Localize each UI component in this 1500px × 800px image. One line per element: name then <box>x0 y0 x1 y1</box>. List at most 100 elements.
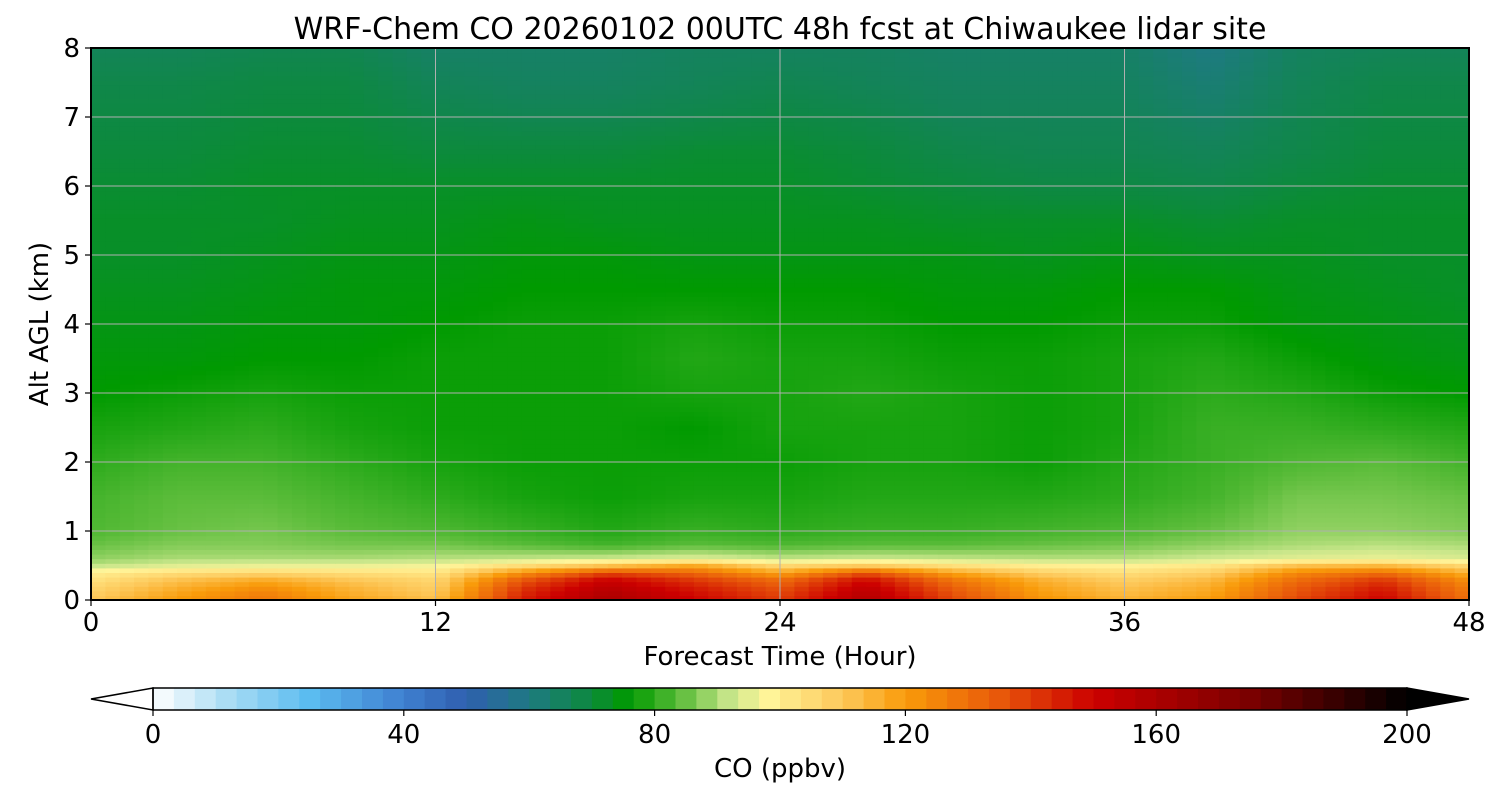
heatmap-cell <box>1397 554 1413 560</box>
heatmap-cell <box>1339 448 1355 454</box>
heatmap-cell <box>1296 577 1312 583</box>
heatmap-cell <box>894 457 910 463</box>
heatmap-cell <box>234 360 250 366</box>
heatmap-cell <box>650 567 666 573</box>
heatmap-cell <box>492 406 508 412</box>
heatmap-cell <box>1167 475 1183 481</box>
heatmap-cell <box>478 480 494 486</box>
heatmap-cell <box>794 452 810 458</box>
heatmap-cell <box>177 572 193 578</box>
heatmap-cell <box>1153 526 1169 532</box>
heatmap-cell <box>148 540 164 546</box>
heatmap-cell <box>1110 517 1126 523</box>
heatmap-cell <box>177 540 193 546</box>
heatmap-cell <box>980 393 996 399</box>
heatmap-cell <box>105 429 121 435</box>
heatmap-cell <box>550 581 566 587</box>
heatmap-cell <box>134 577 150 583</box>
heatmap-cell <box>507 558 523 564</box>
heatmap-cell <box>1239 370 1255 376</box>
heatmap-cell <box>1454 452 1470 458</box>
heatmap-cell <box>851 485 867 491</box>
heatmap-cell <box>134 448 150 454</box>
heatmap-cell <box>1296 388 1312 394</box>
heatmap-cell <box>808 411 824 417</box>
heatmap-cell <box>607 508 623 514</box>
heatmap-cell <box>1210 448 1226 454</box>
heatmap-cell <box>1167 586 1183 592</box>
heatmap-cell <box>1440 563 1456 569</box>
heatmap-cell <box>736 544 752 550</box>
heatmap-cell <box>1024 411 1039 417</box>
heatmap-cell <box>679 379 695 385</box>
heatmap-cell <box>277 406 293 412</box>
heatmap-cell <box>378 563 394 569</box>
heatmap-cell <box>995 365 1011 371</box>
heatmap-cell <box>363 452 379 458</box>
heatmap-cell <box>492 577 508 583</box>
heatmap-cell <box>1440 489 1456 495</box>
heatmap-cell <box>851 393 867 399</box>
heatmap-cell <box>1382 526 1398 532</box>
heatmap-cell <box>1425 370 1441 376</box>
heatmap-cell <box>1038 448 1054 454</box>
heatmap-cell <box>1397 360 1413 366</box>
heatmap-cell <box>1038 383 1054 389</box>
heatmap-cell <box>1268 558 1283 564</box>
heatmap-cell <box>636 517 652 523</box>
heatmap-cell <box>320 526 336 532</box>
heatmap-cell <box>1425 448 1441 454</box>
heatmap-cell <box>306 416 322 422</box>
heatmap-cell <box>909 429 925 435</box>
heatmap-cell <box>1282 471 1298 477</box>
heatmap-cell <box>1210 590 1226 596</box>
heatmap-cell <box>1354 521 1370 527</box>
heatmap-cell <box>492 512 508 518</box>
heatmap-cell <box>995 466 1011 472</box>
heatmap-cell <box>794 379 810 385</box>
heatmap-cell <box>248 498 264 504</box>
heatmap-cell <box>952 434 968 440</box>
heatmap-cell <box>291 558 307 564</box>
heatmap-cell <box>478 471 494 477</box>
heatmap-cell <box>751 443 767 449</box>
heatmap-cell <box>1239 508 1255 514</box>
heatmap-cell <box>1339 526 1355 532</box>
heatmap-cell <box>894 503 910 509</box>
heatmap-cell <box>492 397 508 403</box>
heatmap-cell <box>507 365 523 371</box>
heatmap-cell <box>1311 544 1327 550</box>
heatmap-cell <box>923 406 939 412</box>
heatmap-cell <box>263 517 279 523</box>
heatmap-cell <box>263 397 279 403</box>
heatmap-cell <box>851 567 867 573</box>
heatmap-cell <box>320 443 336 449</box>
heatmap-cell <box>794 416 810 422</box>
heatmap-cell <box>291 434 307 440</box>
heatmap-cell <box>1196 563 1212 569</box>
heatmap-cell <box>521 406 537 412</box>
heatmap-cell <box>1167 439 1183 445</box>
heatmap-cell <box>1052 420 1068 426</box>
heatmap-cell <box>708 475 724 481</box>
heatmap-cell <box>607 365 623 371</box>
heatmap-cell <box>1411 590 1427 596</box>
heatmap-cell <box>134 457 150 463</box>
heatmap-cell <box>751 360 767 366</box>
heatmap-cell <box>191 439 207 445</box>
heatmap-cell <box>1253 554 1269 560</box>
heatmap-cell <box>636 572 652 578</box>
heatmap-cell <box>1425 393 1441 399</box>
heatmap-cell <box>722 586 738 592</box>
heatmap-cell <box>162 558 178 564</box>
heatmap-cell <box>1167 434 1183 440</box>
heatmap-cell <box>335 485 350 491</box>
heatmap-cell <box>521 526 537 532</box>
heatmap-cell <box>449 540 465 546</box>
heatmap-cell <box>866 374 882 380</box>
heatmap-cell <box>1196 554 1212 560</box>
heatmap-cell <box>665 544 681 550</box>
heatmap-cell <box>220 365 236 371</box>
heatmap-cell <box>1268 512 1283 518</box>
heatmap-cell <box>995 406 1011 412</box>
